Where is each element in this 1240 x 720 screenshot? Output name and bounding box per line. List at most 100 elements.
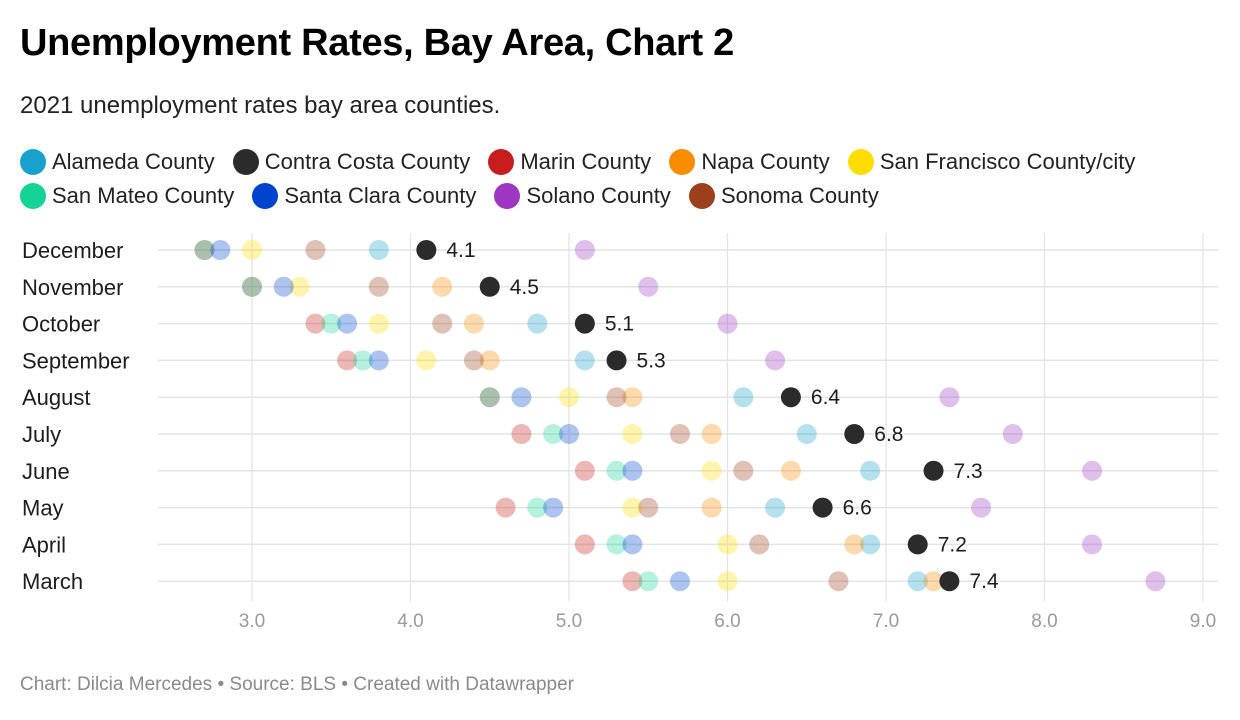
dot-solano-county (574, 240, 595, 260)
footer-separator: • (336, 674, 354, 695)
dot-san-francisco-county-city (622, 424, 643, 444)
dot-contra-costa-county (780, 387, 801, 408)
dot-contra-costa-county (907, 534, 928, 555)
legend-item-contra-costa: Contra Costa County (232, 145, 471, 179)
category-label: May (22, 496, 64, 521)
dot-santa-clara-county (559, 424, 579, 444)
dot-alameda-county (860, 460, 881, 481)
dot-san-francisco-county-city (622, 497, 643, 518)
x-tick-label: 4.0 (397, 611, 423, 632)
dot-marin-county (242, 276, 262, 297)
dot-marin-county (511, 424, 532, 444)
dot-napa-county (701, 424, 722, 444)
dot-sonoma-county (463, 350, 484, 371)
dot-solano-county (717, 313, 738, 334)
chart-credit: Chart: Dilcia Mercedes (20, 674, 213, 695)
dot-santa-clara-county (622, 534, 643, 555)
category-label: November (22, 275, 123, 300)
dot-napa-county (432, 276, 453, 297)
category-label: July (22, 422, 61, 447)
dot-san-francisco-county-city (416, 350, 437, 371)
legend-item-santa-clara: Santa Clara County (252, 179, 476, 213)
legend-swatch (252, 183, 279, 209)
dot-contra-costa-county (574, 313, 595, 334)
legend-label: Santa Clara County (284, 183, 477, 208)
dot-san-mateo-county (527, 497, 548, 518)
data-label: 6.8 (874, 423, 903, 446)
dot-marin-county (622, 571, 643, 592)
dot-napa-county (463, 313, 484, 334)
data-label: 6.6 (843, 497, 872, 520)
dot-sonoma-county (733, 460, 754, 481)
x-tick-label: 6.0 (714, 611, 740, 632)
dot-alameda-county (860, 534, 881, 555)
dot-sonoma-county (368, 276, 389, 297)
dot-solano-county (765, 350, 786, 371)
legend-label: Alameda County (52, 149, 215, 174)
dot-san-francisco-county-city (242, 240, 262, 260)
data-label: 7.2 (938, 533, 967, 556)
dot-solano-county (1082, 534, 1103, 555)
dot-san-mateo-county (321, 313, 342, 334)
dot-san-francisco-county-city (717, 571, 738, 592)
dot-santa-clara-county (368, 350, 389, 371)
dot-marin-county (495, 497, 516, 518)
dot-alameda-county (765, 497, 786, 518)
dot-napa-county (622, 387, 643, 408)
x-tick-label: 9.0 (1190, 611, 1216, 632)
dot-napa-county (780, 460, 801, 481)
dot-solano-county (939, 387, 960, 408)
dot-santa-clara-county (273, 276, 294, 297)
legend-item-alameda: Alameda County (20, 145, 215, 179)
dot-napa-county (479, 350, 500, 371)
legend-label: Contra Costa County (264, 149, 471, 174)
data-label: 5.3 (637, 349, 666, 372)
dot-san-mateo-county (194, 240, 215, 260)
dot-alameda-county (527, 313, 548, 334)
category-label: August (22, 385, 91, 410)
dot-santa-clara-county (669, 571, 690, 592)
x-tick-label: 5.0 (556, 611, 582, 632)
legend-item-solano: Solano County (494, 179, 671, 213)
legend-item-napa: Napa County (669, 145, 830, 179)
dot-solano-county (1145, 571, 1166, 592)
dot-santa-clara-county (210, 240, 231, 260)
x-tick-label: 7.0 (873, 611, 899, 632)
category-label: September (22, 348, 130, 373)
dot-contra-costa-county (812, 497, 833, 518)
legend-swatch (20, 149, 46, 175)
legend-label: Sonoma County (720, 183, 879, 208)
dot-marin-county (194, 240, 215, 260)
dot-sonoma-county (606, 387, 627, 408)
footer-separator: • (212, 674, 230, 695)
dot-alameda-county (907, 571, 928, 592)
dot-sonoma-county (669, 424, 690, 444)
dot-marin-county (305, 313, 326, 334)
legend-swatch (669, 149, 696, 175)
dot-plot: 3.0 4.0 5.0 6.0 7.0 8.0 9.0 December November Oct… (22, 233, 1218, 632)
dot-san-mateo-county (479, 387, 500, 408)
dot-marin-county (574, 534, 595, 555)
legend-label: San Francisco County/city (879, 149, 1136, 174)
dot-san-francisco-county-city (289, 276, 310, 297)
dot-sonoma-county (828, 571, 849, 592)
category-label: December (22, 238, 123, 263)
category-label: October (22, 312, 100, 337)
dot-san-francisco-county-city (701, 460, 722, 481)
legend-swatch (232, 149, 259, 175)
legend-swatch (847, 149, 874, 175)
dot-contra-costa-county (923, 460, 944, 481)
legend-label: Napa County (701, 149, 830, 174)
dot-contra-costa-county (939, 571, 960, 592)
dot-contra-costa-county (479, 276, 500, 297)
x-tick-label: 3.0 (239, 611, 265, 632)
dot-contra-costa-county (606, 350, 627, 371)
dot-san-mateo-county (242, 276, 262, 297)
dot-solano-county (638, 276, 659, 297)
dot-san-francisco-county-city (368, 313, 389, 334)
legend-item-san-mateo: San Mateo County (20, 179, 234, 213)
x-tick-label: 8.0 (1031, 611, 1057, 632)
legend-label: Solano County (526, 183, 671, 208)
legend-swatch (488, 149, 515, 175)
dot-marin-county (479, 387, 500, 408)
